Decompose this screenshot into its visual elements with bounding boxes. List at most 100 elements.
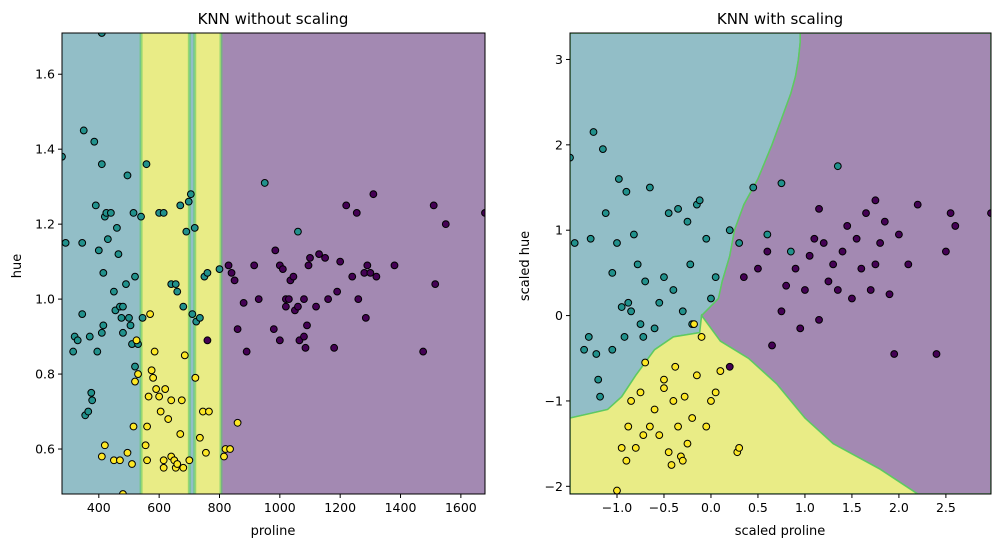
right-y-tick-label-0: −2	[545, 479, 563, 494]
left-point-class-2-35	[191, 373, 200, 382]
left-x-tick-label-0: 400	[87, 500, 111, 515]
left-point-class-2-12	[141, 441, 150, 450]
left-point-class-1-60	[203, 268, 212, 277]
left-point-class-2-4	[119, 490, 127, 494]
left-point-class-1-20	[99, 321, 108, 330]
right-point-class-1-14	[614, 175, 623, 183]
right-point-class-0-0	[739, 273, 748, 282]
right-point-class-0-4	[777, 307, 786, 316]
left-point-class-1-63	[294, 227, 302, 236]
left-point-class-1-33	[122, 280, 130, 289]
left-point-class-0-49	[441, 220, 450, 229]
right-point-class-2-26	[707, 397, 715, 405]
left-point-class-1-38	[129, 209, 138, 217]
right-point-class-2-7	[641, 358, 650, 367]
right-decision-region-class-2-2	[570, 313, 920, 494]
right-point-class-1-5	[589, 128, 598, 136]
left-point-class-2-11	[143, 422, 151, 431]
left-point-class-0-24	[301, 343, 310, 352]
left-point-class-0-35	[342, 201, 351, 210]
right-point-class-1-18	[624, 298, 633, 307]
right-y-tick-label-3: 1	[555, 223, 563, 238]
left-point-class-2-19	[152, 385, 161, 393]
left-x-tick-label-4: 1200	[324, 500, 356, 515]
right-point-class-1-47	[833, 162, 842, 171]
left-point-class-0-5	[239, 298, 248, 307]
left-point-class-1-31	[119, 302, 127, 311]
left-point-class-0-50	[481, 209, 485, 217]
left-point-class-1-17	[97, 328, 106, 337]
right-point-class-0-29	[904, 260, 913, 269]
left-point-class-1-54	[186, 190, 195, 199]
right-plot-area	[570, 33, 991, 494]
right-point-class-0-31	[932, 350, 941, 358]
right-point-class-1-20	[630, 230, 638, 239]
right-point-class-1-45	[777, 179, 786, 188]
right-x-tick-label-5: 1.5	[842, 500, 862, 515]
left-x-tick-label-1: 600	[147, 500, 171, 515]
left-point-class-0-22	[300, 332, 308, 341]
right-point-class-0-21	[862, 209, 870, 218]
left-axes-frame	[61, 32, 486, 495]
right-point-class-1-34	[686, 260, 695, 269]
left-point-class-0-41	[363, 261, 372, 270]
left-point-class-0-13	[278, 265, 287, 274]
left-point-class-1-34	[123, 171, 132, 180]
right-point-class-2-28	[716, 367, 725, 375]
right-point-class-1-44	[763, 230, 772, 239]
left-point-class-1-15	[93, 347, 102, 356]
left-point-class-2-31	[177, 396, 186, 405]
left-decision-region-class-1-2	[189, 33, 195, 494]
right-point-class-1-16	[620, 333, 629, 341]
left-point-class-1-14	[91, 201, 100, 210]
left-point-class-0-32	[330, 343, 339, 352]
left-point-class-2-15	[146, 310, 154, 318]
left-point-class-2-32	[179, 463, 188, 472]
left-point-class-1-7	[79, 126, 88, 135]
right-point-class-1-19	[627, 307, 635, 316]
left-y-tick-label-3: 1.2	[35, 217, 55, 232]
left-point-class-0-2	[227, 268, 236, 277]
left-point-class-0-29	[315, 250, 323, 259]
left-y-tick-label-4: 1.4	[35, 142, 55, 157]
right-point-class-0-37	[725, 362, 734, 371]
left-point-class-1-2	[69, 347, 78, 356]
right-point-class-2-1	[622, 456, 631, 465]
left-point-class-1-48	[171, 280, 180, 289]
left-point-class-0-23	[300, 295, 308, 304]
left-point-class-0-44	[372, 272, 381, 281]
left-point-class-2-10	[134, 370, 142, 378]
right-point-class-2-18	[678, 456, 687, 465]
right-point-class-2-11	[660, 384, 668, 393]
left-plot: KNN without scaling proline hue 400 600 80…	[10, 10, 486, 539]
right-point-class-1-21	[633, 260, 642, 269]
left-point-class-1-43	[138, 313, 147, 322]
left-point-class-1-24	[106, 209, 115, 217]
left-point-class-2-42	[226, 445, 234, 453]
right-plot-title: KNN with scaling	[717, 10, 843, 28]
left-point-class-1-4	[73, 336, 82, 345]
left-point-class-1-53	[184, 197, 193, 206]
right-point-class-1-1	[570, 239, 579, 247]
right-point-class-1-13	[613, 239, 621, 247]
right-point-class-2-24	[697, 333, 706, 341]
left-point-class-2-9	[132, 336, 141, 345]
left-point-class-0-43	[369, 190, 378, 199]
right-point-class-0-38	[815, 204, 823, 213]
left-point-class-2-34	[185, 456, 194, 465]
left-point-class-0-31	[324, 295, 333, 304]
left-point-class-1-42	[137, 212, 145, 221]
left-point-class-2-36	[195, 433, 204, 442]
left-point-class-0-40	[361, 313, 370, 322]
left-point-class-0-45	[390, 261, 399, 270]
right-point-class-1-43	[749, 183, 758, 192]
left-point-class-0-27	[306, 253, 314, 262]
right-point-class-1-15	[617, 303, 626, 311]
right-point-class-1-17	[622, 187, 631, 196]
right-point-class-0-7	[796, 324, 805, 333]
left-point-class-2-23	[159, 463, 168, 472]
left-point-class-1-61	[215, 265, 224, 274]
left-y-tick-label-1: 0.8	[35, 367, 55, 382]
right-point-class-1-31	[674, 204, 682, 213]
right-point-class-1-23	[639, 333, 648, 341]
